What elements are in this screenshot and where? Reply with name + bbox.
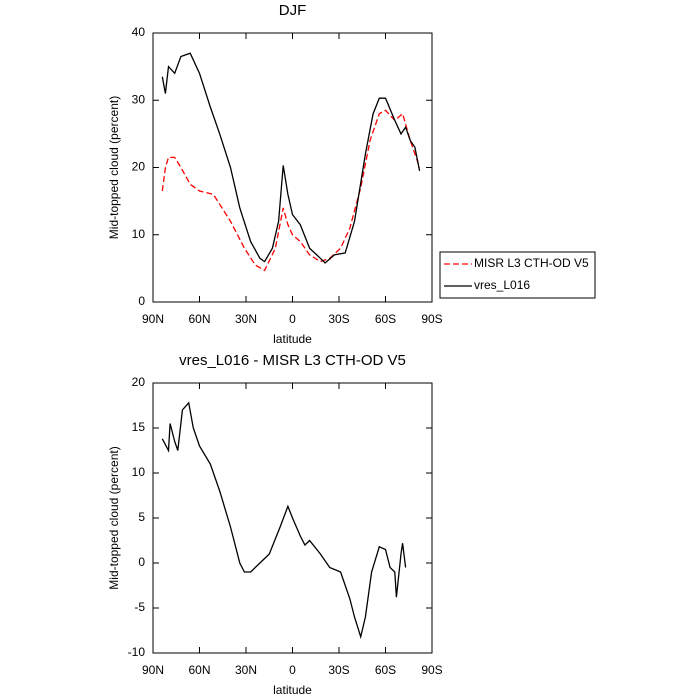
legend-label: vres_L016	[474, 278, 530, 292]
x-tick-label: 30S	[328, 312, 349, 326]
y-tick-label: 10	[132, 465, 146, 479]
x-axis-label: latitude	[273, 683, 312, 697]
x-tick-label: 60S	[375, 663, 396, 677]
data-line	[161, 109, 421, 272]
y-tick-label: 40	[132, 25, 146, 39]
x-tick-label: 30N	[235, 312, 257, 326]
data-line	[161, 401, 407, 640]
x-tick-label: 60N	[188, 663, 210, 677]
y-tick-label: 5	[138, 510, 145, 524]
y-axis-label: Mid-topped cloud (percent)	[107, 96, 121, 239]
legend-box	[439, 251, 596, 299]
x-tick-label: 30N	[235, 663, 257, 677]
x-tick-label: 60N	[188, 312, 210, 326]
y-axis-label: Mid-topped cloud (percent)	[107, 446, 121, 589]
y-tick-label: -10	[128, 645, 146, 659]
x-tick-label: 90S	[421, 663, 442, 677]
x-tick-label: 0	[289, 312, 296, 326]
x-axis-label: latitude	[273, 332, 312, 346]
chart-title: vres_L016 - MISR L3 CTH-OD V5	[179, 352, 406, 369]
data-line	[161, 52, 421, 264]
x-tick-label: 90S	[421, 312, 442, 326]
y-tick-label: -5	[134, 600, 145, 614]
y-tick-label: 30	[132, 92, 146, 106]
x-tick-label: 90N	[142, 312, 164, 326]
x-tick-label: 60S	[375, 312, 396, 326]
y-tick-label: 15	[132, 420, 146, 434]
plot-frame	[152, 32, 433, 303]
x-tick-label: 0	[289, 663, 296, 677]
chart-title: DJF	[279, 2, 307, 19]
plot-frame	[152, 382, 433, 654]
y-tick-label: 0	[138, 555, 145, 569]
x-tick-label: 30S	[328, 663, 349, 677]
y-tick-label: 20	[132, 160, 146, 174]
y-tick-label: 20	[132, 375, 146, 389]
x-tick-label: 90N	[142, 663, 164, 677]
y-tick-label: 0	[138, 294, 145, 308]
legend-label: MISR L3 CTH-OD V5	[474, 256, 589, 270]
y-tick-label: 10	[132, 227, 146, 241]
